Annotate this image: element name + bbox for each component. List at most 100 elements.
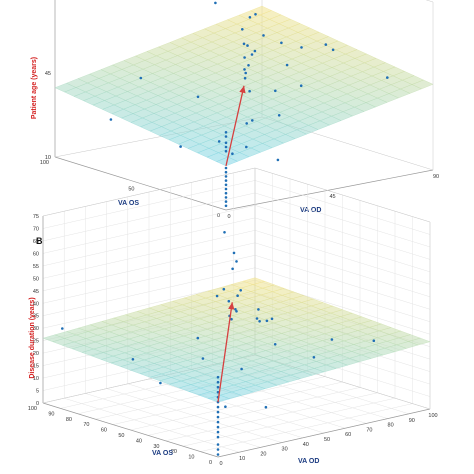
data-point [248, 89, 251, 93]
y-tick-label: 80 [66, 417, 72, 423]
panel-b-z-axis-label: Disease duration (years) [29, 297, 36, 378]
arrow-head [239, 85, 246, 94]
data-point [224, 200, 228, 203]
z-tick-label: 70 [33, 226, 39, 232]
panel-a-x-axis-label: VA OD [300, 207, 321, 214]
panel-a-regression-plane [54, 5, 434, 167]
y-tick-label: 50 [118, 433, 124, 439]
data-point [224, 170, 228, 174]
data-point [299, 84, 303, 87]
data-point [231, 152, 234, 155]
data-point [255, 317, 259, 320]
z-tick-label: 60 [33, 251, 39, 257]
data-point [224, 405, 227, 409]
data-point [243, 56, 246, 59]
y-tick-label: 100 [40, 160, 49, 166]
axis-edge [42, 167, 256, 217]
axis-edge [42, 267, 256, 316]
axis-edge [147, 387, 361, 436]
data-point [253, 49, 257, 53]
x-tick-label: 0 [219, 461, 222, 467]
data-point [265, 319, 269, 323]
data-point [312, 356, 316, 359]
data-point [216, 405, 220, 409]
data-point [216, 425, 220, 429]
data-point [386, 76, 389, 79]
axis-edge [217, 408, 431, 458]
x-tick-label: 0 [227, 214, 230, 220]
data-point [262, 34, 265, 37]
z-tick-label: 10 [33, 376, 39, 382]
y-tick-label: 90 [48, 411, 54, 417]
data-point [224, 131, 228, 134]
data-point [258, 320, 261, 323]
x-tick-label: 50 [324, 437, 330, 443]
data-point [239, 289, 242, 292]
data-point [222, 287, 226, 291]
data-point [223, 231, 226, 234]
data-point [224, 166, 228, 170]
x-tick-label: 100 [428, 413, 437, 419]
data-point [216, 410, 220, 414]
x-tick-label: 80 [388, 423, 394, 429]
panel-b-regression-plane [42, 277, 431, 403]
arrow-shaft [225, 85, 245, 167]
y-tick-label: 40 [136, 438, 142, 444]
data-point [224, 145, 228, 149]
z-tick-label: 75 [33, 214, 39, 220]
y-tick-label: 0 [209, 460, 212, 466]
data-point [280, 41, 283, 45]
axis-edge [425, 0, 434, 3]
data-point [277, 114, 281, 117]
y-tick-label: 30 [153, 444, 159, 450]
y-tick-label: 0 [217, 213, 220, 219]
axis-edge [42, 402, 219, 458]
data-point [216, 420, 220, 424]
x-tick-label: 10 [239, 456, 245, 462]
data-point [244, 71, 247, 75]
z-tick-label: 30 [33, 326, 39, 332]
data-point [216, 430, 220, 434]
data-point [227, 299, 231, 303]
data-point [109, 118, 113, 121]
axis-edge [254, 230, 431, 285]
data-point [248, 15, 252, 19]
data-point [273, 343, 277, 346]
panel-a-chart: 04590050100104590 VA OD VA OS Patient ag… [31, 0, 439, 220]
data-point [216, 375, 220, 379]
z-tick-label: 40 [33, 301, 39, 307]
panel-a-ticks: 04590050100104590 [40, 71, 439, 220]
axis-edge [165, 392, 378, 442]
axis-edge [42, 217, 256, 267]
data-point [61, 327, 64, 330]
axis-edge [42, 192, 256, 242]
z-tick-label: 35 [33, 314, 39, 320]
axis-edge [42, 180, 256, 229]
axis-edge [254, 167, 431, 223]
data-point [216, 435, 220, 439]
data-point [196, 95, 200, 99]
plane-cell [250, 5, 272, 16]
panel-b-arrow [217, 302, 235, 403]
data-point [251, 119, 254, 122]
panel-b-y-axis-label: VA OS [152, 450, 173, 457]
axis-edge [254, 180, 431, 235]
data-point [264, 405, 268, 409]
data-point [235, 260, 238, 263]
data-point [245, 145, 248, 149]
data-point [224, 204, 228, 208]
data-point [224, 175, 228, 178]
data-point [224, 187, 228, 191]
data-point [232, 251, 236, 255]
data-point [257, 308, 260, 311]
arrow-head [228, 302, 235, 310]
data-point [224, 149, 228, 153]
panel-b-letter: B [36, 236, 43, 246]
axis-edge [42, 242, 256, 292]
x-tick-label: 40 [303, 442, 309, 448]
x-tick-label: 30 [282, 447, 288, 453]
panel-a-arrow [225, 85, 246, 167]
axis-edge [54, 156, 227, 211]
data-point [236, 294, 239, 298]
